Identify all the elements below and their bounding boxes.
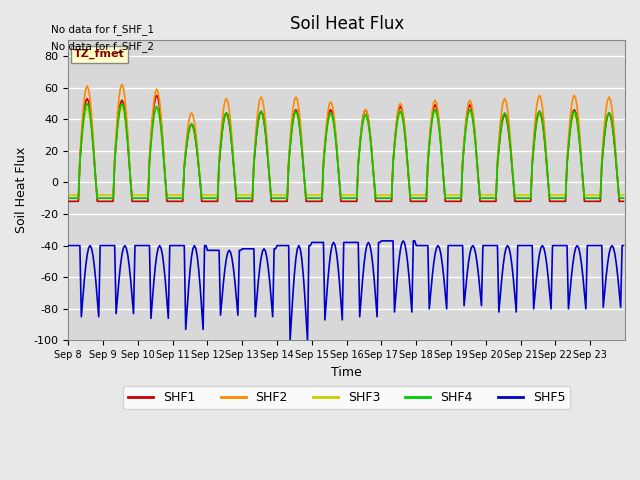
SHF4	[617, 195, 625, 201]
SHF5	[351, 240, 359, 245]
SHF1	[65, 198, 72, 204]
Text: TZ_fmet: TZ_fmet	[74, 49, 125, 60]
SHF2	[65, 195, 72, 201]
SHF5	[286, 337, 294, 343]
SHF2	[118, 82, 126, 87]
SHF3	[100, 192, 108, 198]
SHF5	[100, 243, 108, 249]
SHF3	[83, 105, 91, 111]
SHF1	[617, 198, 625, 204]
SHF2	[100, 195, 108, 201]
SHF1	[620, 198, 627, 204]
Line: SHF1: SHF1	[68, 96, 623, 201]
Y-axis label: Soil Heat Flux: Soil Heat Flux	[15, 147, 28, 233]
X-axis label: Time: Time	[332, 366, 362, 379]
SHF3	[461, 129, 469, 135]
SHF5	[546, 289, 554, 295]
SHF5	[65, 243, 72, 249]
SHF3	[620, 192, 627, 198]
SHF4	[545, 180, 552, 185]
SHF3	[617, 192, 625, 198]
Text: No data for f_SHF_1: No data for f_SHF_1	[51, 24, 154, 35]
SHF2	[617, 195, 625, 201]
Legend: SHF1, SHF2, SHF3, SHF4, SHF5: SHF1, SHF2, SHF3, SHF4, SHF5	[123, 386, 570, 409]
Line: SHF2: SHF2	[68, 84, 623, 198]
SHF2	[545, 180, 552, 185]
SHF5	[378, 238, 385, 244]
SHF1	[545, 180, 552, 185]
SHF2	[83, 83, 91, 89]
SHF2	[351, 195, 359, 201]
SHF1	[100, 198, 108, 204]
SHF1	[83, 96, 91, 101]
Line: SHF3: SHF3	[68, 107, 623, 195]
SHF4	[620, 195, 627, 201]
SHF3	[351, 192, 359, 198]
SHF4	[83, 100, 91, 106]
SHF5	[618, 243, 626, 249]
SHF5	[620, 243, 627, 249]
Text: No data for f_SHF_2: No data for f_SHF_2	[51, 41, 154, 52]
SHF3	[118, 104, 126, 109]
Line: SHF4: SHF4	[68, 103, 623, 198]
SHF5	[463, 273, 471, 278]
Title: Soil Heat Flux: Soil Heat Flux	[289, 15, 404, 33]
SHF4	[102, 195, 110, 201]
SHF4	[461, 128, 469, 134]
SHF3	[65, 192, 72, 198]
SHF2	[620, 195, 627, 201]
SHF1	[153, 93, 161, 98]
SHF1	[461, 125, 469, 131]
SHF4	[351, 195, 359, 201]
SHF3	[545, 180, 552, 185]
SHF4	[84, 103, 92, 109]
SHF5	[83, 252, 91, 258]
SHF1	[351, 198, 359, 204]
Line: SHF5: SHF5	[68, 241, 623, 340]
SHF4	[65, 195, 72, 201]
SHF2	[461, 121, 469, 127]
